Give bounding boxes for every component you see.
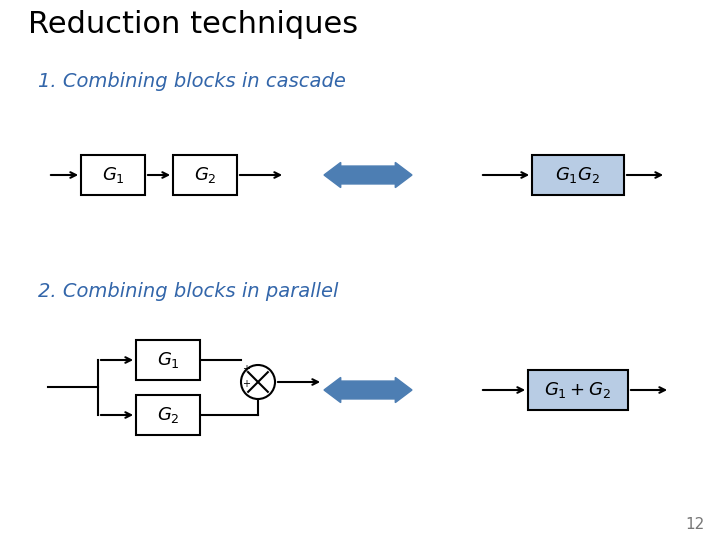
Polygon shape — [324, 163, 412, 187]
Text: $G_2$: $G_2$ — [194, 165, 216, 185]
Text: $G_1$: $G_1$ — [102, 165, 125, 185]
Polygon shape — [324, 377, 412, 403]
Text: $G_1G_2$: $G_1G_2$ — [555, 165, 600, 185]
Bar — [528, 370, 628, 410]
Bar — [532, 155, 624, 195]
Circle shape — [241, 365, 275, 399]
Text: 2. Combining blocks in parallel: 2. Combining blocks in parallel — [38, 282, 338, 301]
Bar — [81, 155, 145, 195]
Text: Reduction techniques: Reduction techniques — [28, 10, 358, 39]
Text: $G_1$: $G_1$ — [156, 350, 179, 370]
Text: 1. Combining blocks in cascade: 1. Combining blocks in cascade — [38, 72, 346, 91]
Text: $G_2$: $G_2$ — [157, 405, 179, 425]
Bar — [173, 155, 237, 195]
Text: $G_1 + G_2$: $G_1 + G_2$ — [544, 380, 611, 400]
Text: +: + — [242, 379, 250, 389]
Text: 12: 12 — [685, 517, 705, 532]
Text: +: + — [242, 364, 250, 374]
Bar — [136, 395, 200, 435]
Bar — [136, 340, 200, 380]
